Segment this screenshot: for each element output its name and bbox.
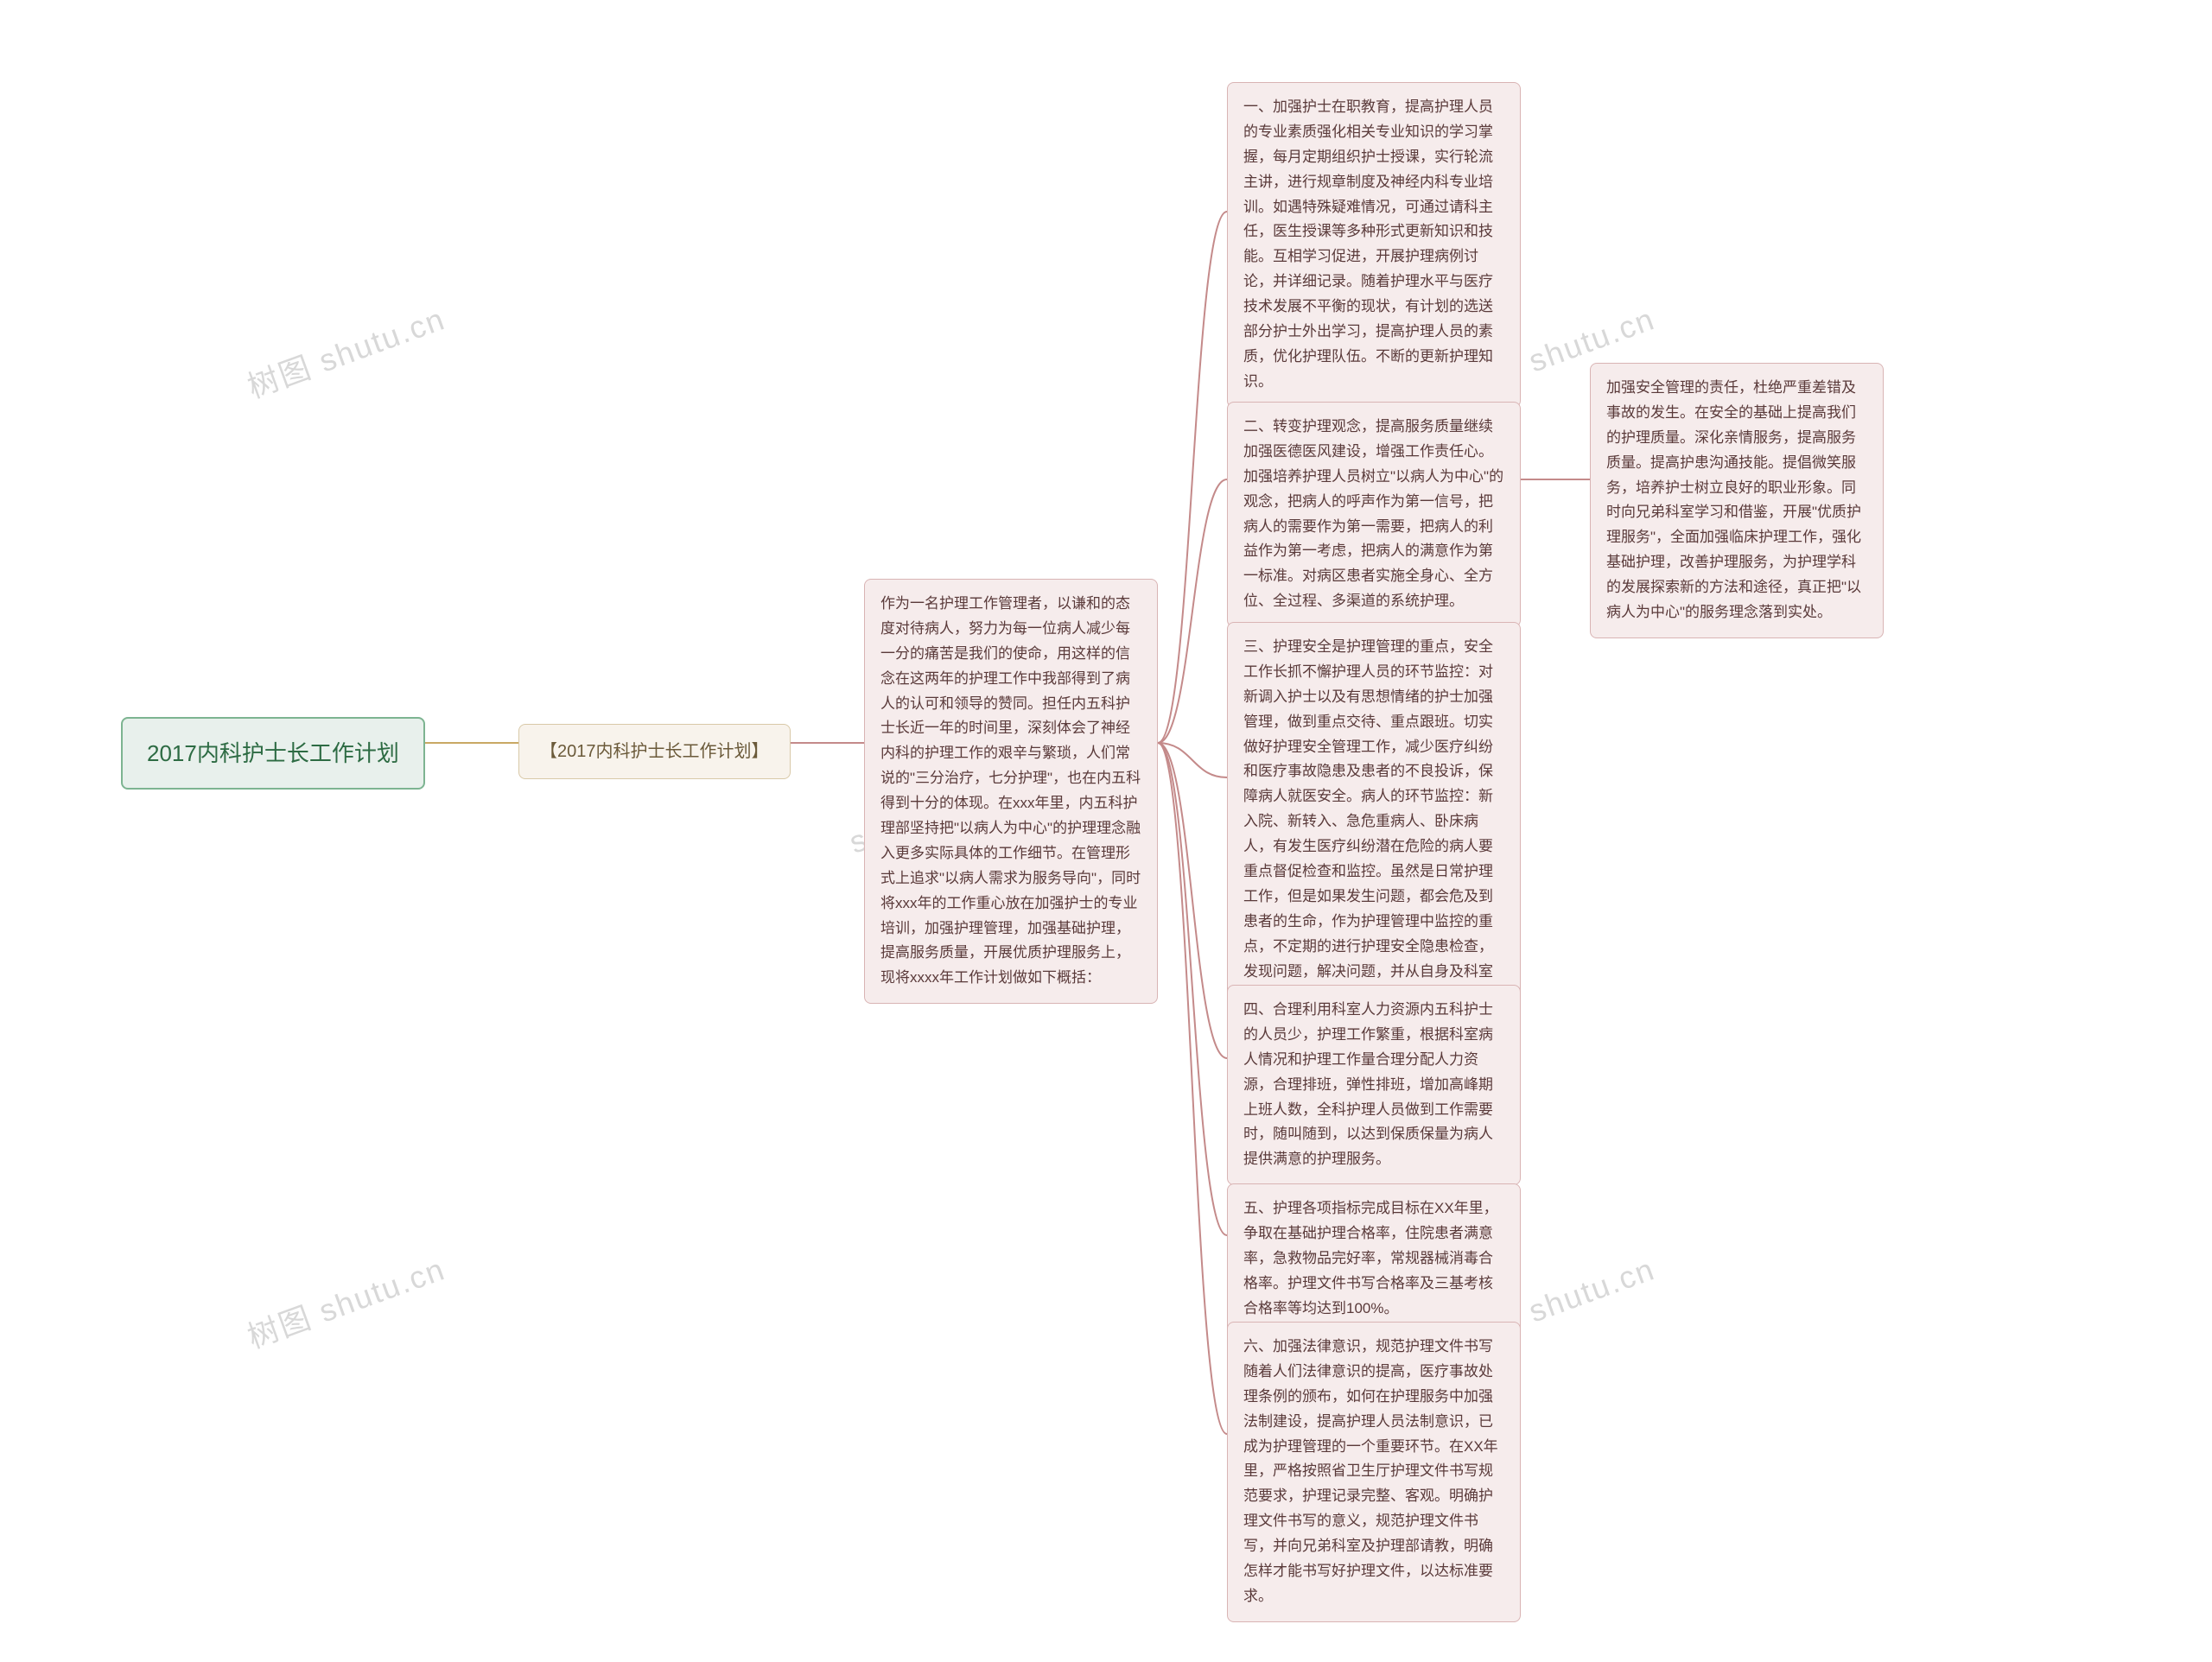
level3-node-5[interactable]: 五、护理各项指标完成目标在XX年里，争取在基础护理合格率，住院患者满意率，急救物… [1227, 1183, 1521, 1334]
level3-node-1[interactable]: 一、加强护士在职教育，提高护理人员的专业素质强化相关专业知识的学习掌握，每月定期… [1227, 82, 1521, 408]
level3-node-2[interactable]: 二、转变护理观念，提高服务质量继续加强医德医风建设，增强工作责任心。加强培养护理… [1227, 402, 1521, 627]
level1-node[interactable]: 【2017内科护士长工作计划】 [518, 724, 791, 779]
level2-text: 作为一名护理工作管理者，以谦和的态度对待病人，努力为每一位病人减少每一分的痛苦是… [880, 595, 1141, 986]
level3-text: 四、合理利用科室人力资源内五科护士的人员少，护理工作繁重，根据科室病人情况和护理… [1243, 1001, 1493, 1167]
level3-node-4[interactable]: 四、合理利用科室人力资源内五科护士的人员少，护理工作繁重，根据科室病人情况和护理… [1227, 985, 1521, 1185]
level3-text: 六、加强法律意识，规范护理文件书写随着人们法律意识的提高，医疗事故处理条例的颁布… [1243, 1338, 1498, 1604]
level3-node-6[interactable]: 六、加强法律意识，规范护理文件书写随着人们法律意识的提高，医疗事故处理条例的颁布… [1227, 1322, 1521, 1622]
level3-text: 二、转变护理观念，提高服务质量继续加强医德医风建设，增强工作责任心。加强培养护理… [1243, 418, 1503, 609]
level3-text: 五、护理各项指标完成目标在XX年里，争取在基础护理合格率，住院患者满意率，急救物… [1243, 1200, 1498, 1316]
level2-node[interactable]: 作为一名护理工作管理者，以谦和的态度对待病人，努力为每一位病人减少每一分的痛苦是… [864, 579, 1158, 1004]
watermark: 树图 shutu.cn [240, 1245, 450, 1358]
level3-sub-text: 加强安全管理的责任，杜绝严重差错及事故的发生。在安全的基础上提高我们的护理质量。… [1606, 379, 1861, 620]
level3-text: 一、加强护士在职教育，提高护理人员的专业素质强化相关专业知识的学习掌握，每月定期… [1243, 98, 1493, 390]
root-node[interactable]: 2017内科护士长工作计划 [121, 717, 425, 790]
root-text: 2017内科护士长工作计划 [147, 740, 399, 766]
watermark: 树图 shutu.cn [240, 295, 450, 408]
level1-text: 【2017内科护士长工作计划】 [540, 742, 769, 761]
level3-node-2-sub[interactable]: 加强安全管理的责任，杜绝严重差错及事故的发生。在安全的基础上提高我们的护理质量。… [1590, 363, 1884, 638]
